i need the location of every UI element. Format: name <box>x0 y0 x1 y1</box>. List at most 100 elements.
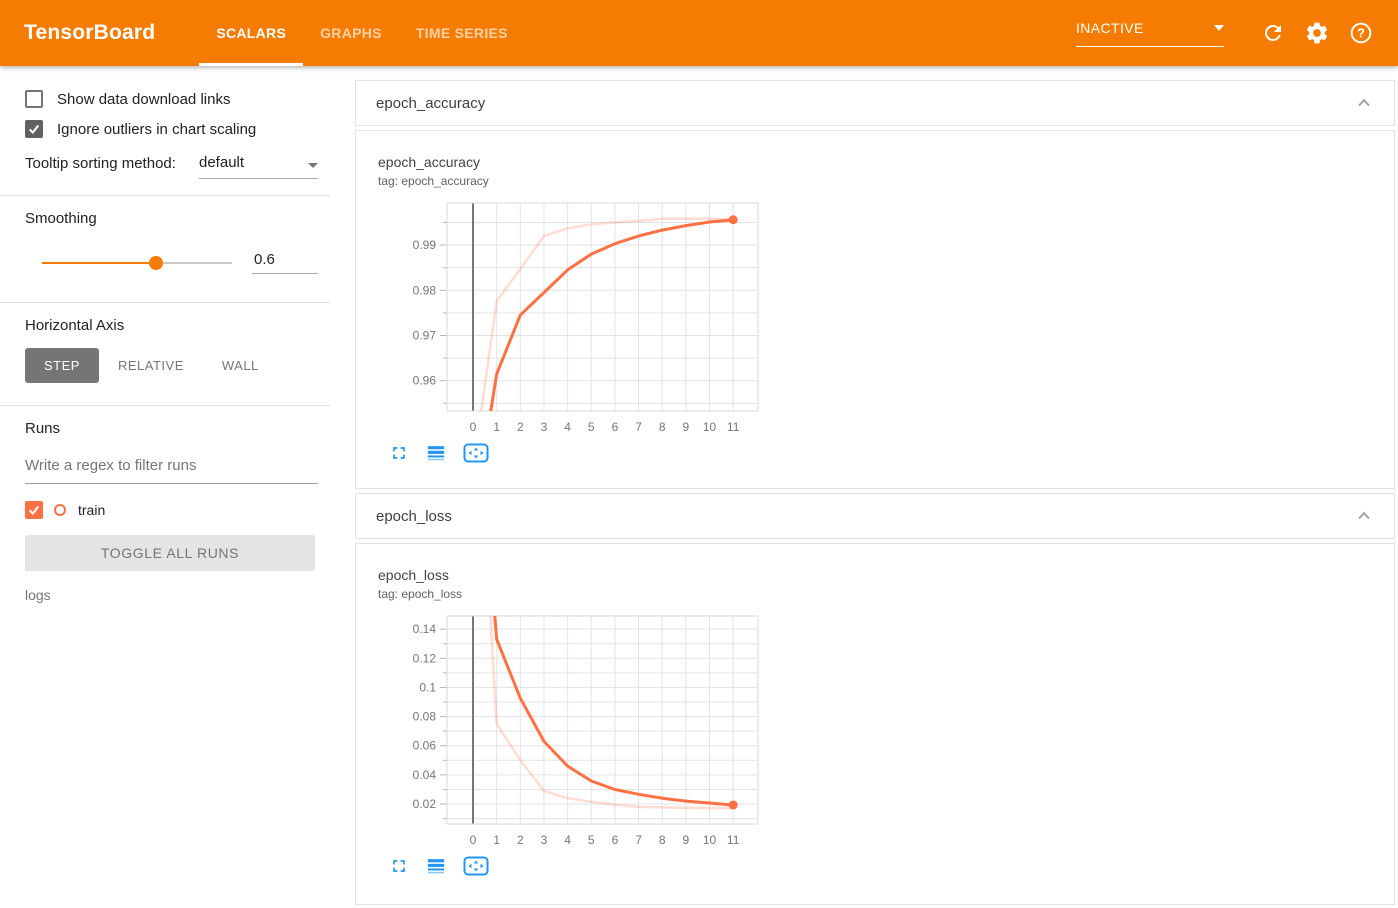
axis-option-wall[interactable]: WALL <box>221 358 259 373</box>
chart-card-epoch-accuracy: epoch_accuracy tag: epoch_accuracy 0.96 0… <box>355 130 1395 489</box>
epoch-accuracy-chart[interactable]: 0.96 0.97 0.98 0.99 0 1 2 3 4 5 6 7 8 9 10 11 <box>378 195 778 441</box>
reload-status-dropdown[interactable]: INACTIVE <box>1076 20 1224 47</box>
settings-button[interactable] <box>1304 20 1330 46</box>
tab-time-series[interactable]: TIME SERIES <box>415 25 508 41</box>
run-row-train[interactable]: train <box>25 501 318 519</box>
horizontal-axis-options: STEP RELATIVE WALL <box>25 348 318 383</box>
header-controls: INACTIVE ? <box>1076 20 1374 47</box>
svg-text:?: ? <box>1357 26 1365 41</box>
fit-domain-button[interactable] <box>463 443 489 463</box>
check-icon <box>29 505 40 516</box>
axis-option-step[interactable]: STEP <box>25 348 99 383</box>
checkbox-icon[interactable] <box>25 90 43 108</box>
view-data-button[interactable] <box>425 856 447 876</box>
view-data-icon <box>427 446 445 461</box>
svg-text:11: 11 <box>727 420 740 434</box>
svg-text:3: 3 <box>541 833 548 847</box>
chart-title: epoch_loss <box>378 567 449 583</box>
svg-text:2: 2 <box>517 833 524 847</box>
collapse-button[interactable] <box>1354 506 1374 526</box>
smoothing-slider[interactable] <box>42 255 232 270</box>
refresh-icon <box>1265 25 1281 41</box>
chart-tag: tag: epoch_loss <box>378 587 463 601</box>
fit-domain-icon <box>463 856 489 876</box>
checkbox-label: Ignore outliers in chart scaling <box>57 120 257 138</box>
main-content: epoch_accuracy epoch_accuracy tag: epoch… <box>355 66 1395 908</box>
smoothing-value[interactable]: 0.6 <box>252 251 318 274</box>
fit-domain-button[interactable] <box>463 856 489 876</box>
checkbox-ignore-outliers[interactable]: Ignore outliers in chart scaling <box>25 120 318 138</box>
refresh-button[interactable] <box>1260 20 1286 46</box>
horizontal-axis-label: Horizontal Axis <box>25 317 125 334</box>
main-tabs: SCALARS GRAPHS TIME SERIES <box>199 0 524 66</box>
tab-graphs[interactable]: GRAPHS <box>320 25 382 41</box>
chart-card-epoch-loss: epoch_loss tag: epoch_loss 0.02 0.04 0.06 0… <box>355 543 1395 905</box>
gear-icon <box>1306 22 1328 44</box>
card-header-epoch-loss[interactable]: epoch_loss <box>355 493 1395 539</box>
runs-title: Runs <box>25 420 61 437</box>
run-checkbox[interactable] <box>25 501 43 519</box>
runs-filter-input[interactable] <box>25 457 318 484</box>
svg-text:4: 4 <box>564 833 571 847</box>
help-icon: ? <box>1350 22 1372 44</box>
checkbox-label: Show data download links <box>57 90 231 108</box>
card-title: epoch_accuracy <box>376 94 486 112</box>
smoothing-section: Smoothing 0.6 <box>0 196 330 303</box>
view-data-button[interactable] <box>425 443 447 463</box>
svg-text:0.98: 0.98 <box>413 283 437 297</box>
svg-text:2: 2 <box>517 420 524 434</box>
help-button[interactable]: ? <box>1348 20 1374 46</box>
svg-text:6: 6 <box>612 833 619 847</box>
svg-text:4: 4 <box>564 420 571 434</box>
svg-text:0: 0 <box>470 420 477 434</box>
svg-text:5: 5 <box>588 833 595 847</box>
svg-text:1: 1 <box>493 833 500 847</box>
tooltip-sorting-label: Tooltip sorting method: <box>25 155 176 172</box>
chart-toolbar <box>389 856 1394 876</box>
svg-text:1: 1 <box>493 420 500 434</box>
svg-text:3: 3 <box>541 420 548 434</box>
app-header: TensorBoard SCALARS GRAPHS TIME SERIES I… <box>0 0 1398 66</box>
tooltip-sorting-select[interactable]: default <box>199 154 318 179</box>
fullscreen-icon <box>393 447 405 459</box>
svg-text:0: 0 <box>470 833 477 847</box>
check-icon <box>29 124 40 135</box>
general-settings-section: Show data download links Ignore outliers… <box>0 66 330 196</box>
collapse-button[interactable] <box>1354 93 1374 113</box>
smoothing-slider-handle[interactable] <box>149 255 163 270</box>
svg-text:0.96: 0.96 <box>413 374 437 388</box>
epoch-loss-chart[interactable]: 0.02 0.04 0.06 0.08 0.1 0.12 0.14 0 1 2 3 4 5 6 7 8 9 10 1… <box>378 608 778 854</box>
tab-scalars[interactable]: SCALARS <box>199 0 303 66</box>
view-data-icon <box>427 859 445 874</box>
runs-group-label: logs <box>25 587 51 603</box>
axis-option-relative[interactable]: RELATIVE <box>117 358 184 373</box>
smoothing-label: Smoothing <box>25 210 97 227</box>
chart-title: epoch_accuracy <box>378 154 480 170</box>
svg-text:0.06: 0.06 <box>413 739 437 753</box>
card-header-epoch-accuracy[interactable]: epoch_accuracy <box>355 80 1395 126</box>
svg-text:0.04: 0.04 <box>413 768 437 782</box>
checkbox-icon[interactable] <box>25 120 43 138</box>
status-label: INACTIVE <box>1076 19 1144 36</box>
run-name: train <box>78 502 106 518</box>
app-title: TensorBoard <box>24 21 156 44</box>
fullscreen-button[interactable] <box>389 856 409 876</box>
svg-text:8: 8 <box>659 420 666 434</box>
svg-text:0.08: 0.08 <box>413 710 437 724</box>
svg-text:9: 9 <box>683 420 690 434</box>
horizontal-axis-section: Horizontal Axis STEP RELATIVE WALL <box>0 303 330 406</box>
svg-text:0.14: 0.14 <box>413 622 437 636</box>
toggle-all-runs-button[interactable]: TOGGLE ALL RUNS <box>25 535 315 571</box>
run-color-swatch[interactable] <box>54 504 66 516</box>
svg-text:0.1: 0.1 <box>419 680 436 694</box>
tooltip-sorting-row: Tooltip sorting method: default <box>25 154 318 179</box>
svg-text:5: 5 <box>588 420 595 434</box>
svg-text:7: 7 <box>635 833 642 847</box>
checkbox-show-download-links[interactable]: Show data download links <box>25 90 318 108</box>
smoothing-slider-row: 0.6 <box>25 251 318 286</box>
card-title: epoch_loss <box>376 507 452 525</box>
svg-text:10: 10 <box>703 420 717 434</box>
chart-toolbar <box>389 443 1394 463</box>
fullscreen-button[interactable] <box>389 443 409 463</box>
svg-text:0.12: 0.12 <box>413 651 437 665</box>
